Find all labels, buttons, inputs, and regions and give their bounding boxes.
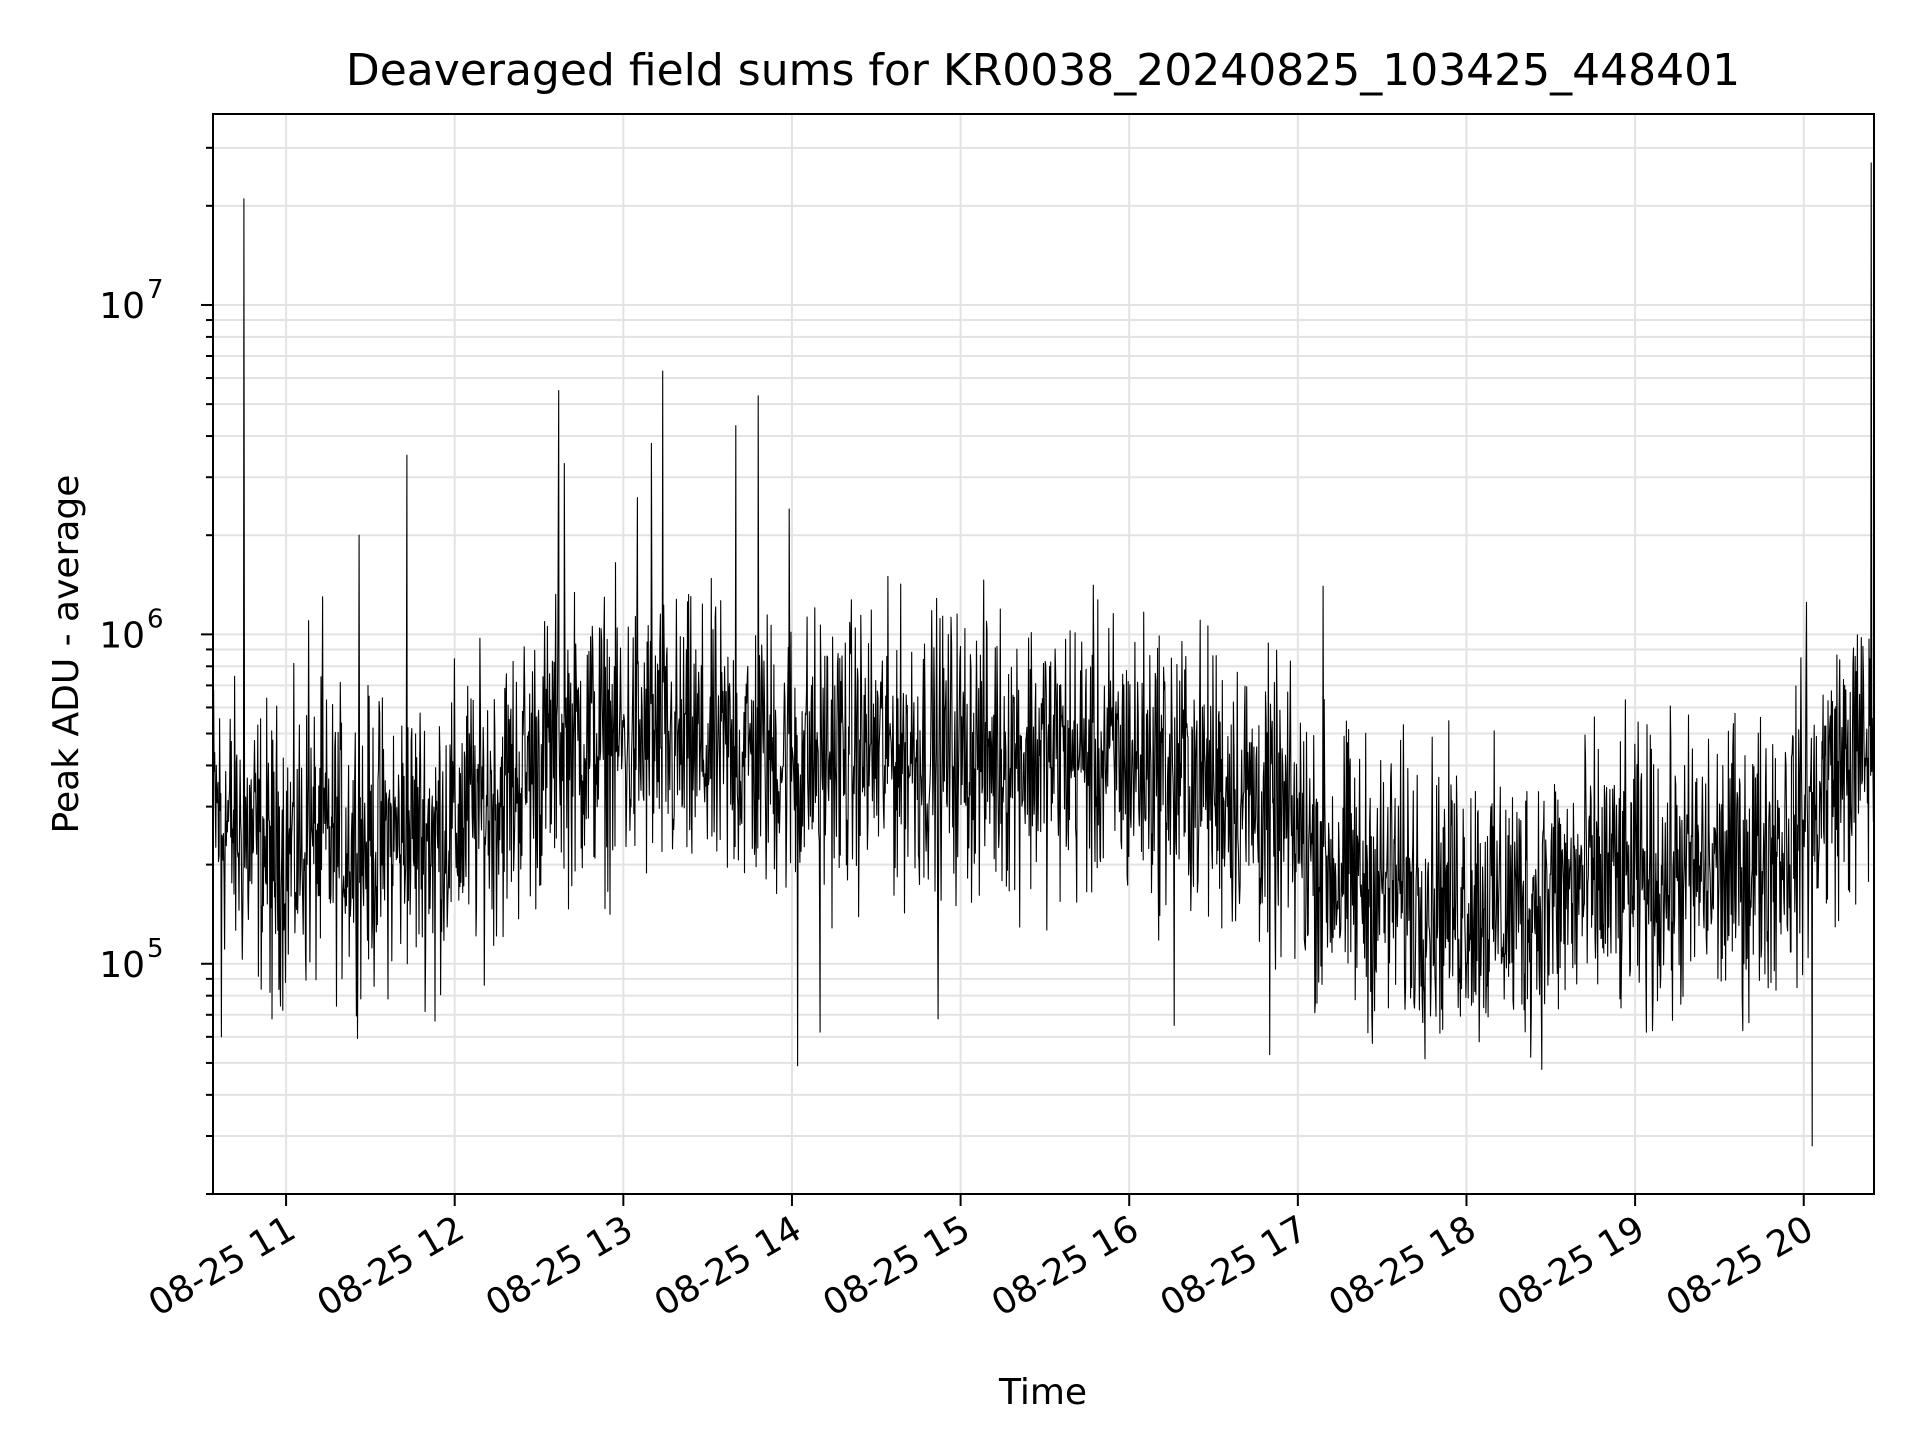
plot-frame — [212, 113, 1875, 1195]
y-tick-label-exponent: 7 — [147, 275, 164, 305]
y-tick-label: 10 — [99, 945, 145, 986]
y-axis-label: Peak ADU - average — [46, 475, 87, 834]
y-tick-label-exponent: 5 — [147, 934, 164, 964]
x-axis-label: Time — [998, 1372, 1087, 1413]
y-tick-label-exponent: 6 — [147, 604, 164, 634]
y-tick-label: 10 — [99, 286, 145, 327]
series-layer — [212, 162, 1875, 1147]
y-tick-label: 10 — [99, 615, 145, 656]
chart-title: Deaveraged field sums for KR0038_2024082… — [346, 45, 1740, 96]
series-line — [212, 162, 1875, 1147]
